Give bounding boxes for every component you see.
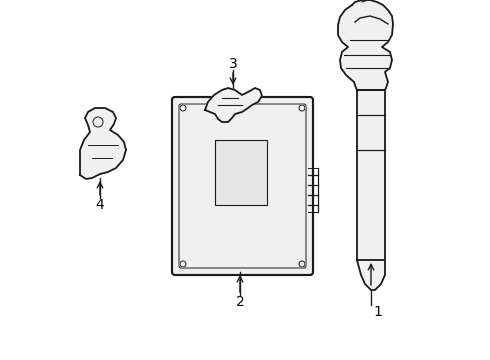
Text: 4: 4	[96, 198, 104, 212]
Polygon shape	[80, 108, 126, 179]
Polygon shape	[175, 100, 310, 272]
Polygon shape	[338, 0, 393, 90]
Circle shape	[180, 261, 186, 267]
Bar	[215, 140, 267, 205]
Circle shape	[180, 105, 186, 111]
Circle shape	[299, 261, 305, 267]
Polygon shape	[357, 260, 385, 290]
Text: 3: 3	[229, 57, 237, 71]
Circle shape	[93, 117, 103, 127]
Text: 2: 2	[236, 295, 245, 309]
Text: 1: 1	[373, 305, 382, 319]
Polygon shape	[205, 88, 262, 122]
Polygon shape	[357, 90, 385, 260]
Circle shape	[299, 105, 305, 111]
FancyBboxPatch shape	[172, 97, 313, 275]
